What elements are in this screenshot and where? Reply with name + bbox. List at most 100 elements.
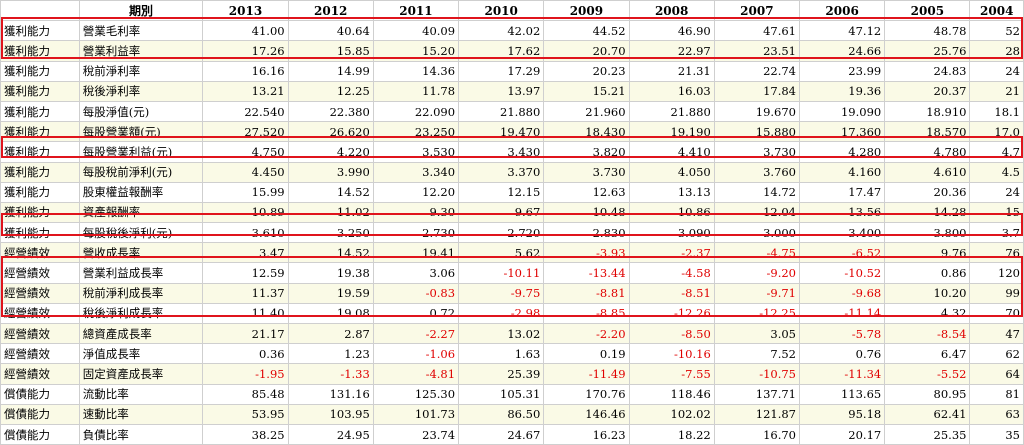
year-header: 2011 <box>372 0 460 22</box>
value-cell: 13.97 <box>458 80 545 102</box>
value-cell: 3.400 <box>798 222 886 244</box>
value-cell: 22.74 <box>713 60 801 82</box>
year-header: 2012 <box>287 0 374 22</box>
value-cell: 15.99 <box>202 181 289 203</box>
value-cell: -8.50 <box>628 322 715 345</box>
value-cell: 2.720 <box>458 222 545 244</box>
value-cell: 11.40 <box>202 302 289 325</box>
row-category: 經營績效 <box>0 282 80 304</box>
value-cell: 3.820 <box>543 141 630 163</box>
value-cell: 0.86 <box>884 262 971 284</box>
value-cell: 0.19 <box>543 343 630 365</box>
value-cell: -8.81 <box>543 282 630 304</box>
table-row: 經營績效 營業利益成長率 12.59 19.38 3.06 -10.11 -13.44 -4.… <box>0 262 1024 284</box>
table-row: 獲利能力 每股稅前淨利(元) 4.450 3.990 3.340 3.370 3.730 4.… <box>0 161 1024 183</box>
value-cell: 63 <box>969 403 1024 425</box>
row-category: 獲利能力 <box>0 100 80 123</box>
value-cell: 17.26 <box>202 40 289 62</box>
value-cell: 22.97 <box>628 40 715 62</box>
value-cell: 4.5 <box>969 161 1024 183</box>
row-category: 獲利能力 <box>0 80 80 102</box>
value-cell: -11.34 <box>798 363 886 385</box>
row-metric-name: 稅後淨利率 <box>78 80 204 102</box>
value-cell: 20.23 <box>543 60 630 82</box>
value-cell: 21 <box>969 80 1024 102</box>
value-cell: 24 <box>969 181 1024 203</box>
period-header: 期別 <box>78 0 204 22</box>
row-category: 經營績效 <box>0 302 80 325</box>
value-cell: 101.73 <box>372 403 460 425</box>
year-header: 2007 <box>713 0 801 22</box>
row-category: 經營績效 <box>0 322 80 345</box>
row-category: 獲利能力 <box>0 222 80 244</box>
value-cell: 11.78 <box>372 80 460 102</box>
value-cell: -8.51 <box>628 282 715 304</box>
value-cell: 9.30 <box>372 201 460 224</box>
value-cell: 21.31 <box>628 60 715 82</box>
value-cell: 38.25 <box>202 423 289 445</box>
value-cell: 16.16 <box>202 60 289 82</box>
value-cell: 17.84 <box>713 80 801 102</box>
year-header: 2008 <box>628 0 715 22</box>
value-cell: -13.44 <box>543 262 630 284</box>
value-cell: 80.95 <box>884 383 971 405</box>
row-category: 經營績效 <box>0 343 80 365</box>
value-cell: -9.68 <box>798 282 886 304</box>
value-cell: 13.21 <box>202 80 289 102</box>
value-cell: 15.85 <box>287 40 374 62</box>
value-cell: 125.30 <box>372 383 460 405</box>
value-cell: 14.36 <box>372 60 460 82</box>
row-metric-name: 總資產成長率 <box>78 322 204 345</box>
value-cell: -10.52 <box>798 262 886 284</box>
value-cell: 1.63 <box>458 343 545 365</box>
value-cell: 18.910 <box>884 100 971 123</box>
table-row: 經營績效 稅後淨利成長率 11.40 19.08 0.72 -2.98 -8.85 -12.2… <box>0 302 1024 325</box>
value-cell: 53.95 <box>202 403 289 425</box>
row-metric-name: 固定資產成長率 <box>78 363 204 385</box>
year-header: 2009 <box>543 0 630 22</box>
value-cell: -2.20 <box>543 322 630 345</box>
year-header: 2010 <box>458 0 545 22</box>
value-cell: 28 <box>969 40 1024 62</box>
value-cell: 3.47 <box>202 242 289 264</box>
value-cell: 19.41 <box>372 242 460 264</box>
value-cell: 47.12 <box>798 20 886 42</box>
value-cell: 4.780 <box>884 141 971 163</box>
value-cell: 95.18 <box>798 403 886 425</box>
value-cell: 41.00 <box>202 20 289 42</box>
table-row: 獲利能力 每股營業利益(元) 4.750 4.220 3.530 3.430 3.820 4.… <box>0 141 1024 163</box>
value-cell: 70 <box>969 302 1024 325</box>
table-row: 償債能力 流動比率 85.48 131.16 125.30 105.31 170.76 118… <box>0 383 1024 405</box>
row-category: 獲利能力 <box>0 40 80 62</box>
value-cell: 15.880 <box>713 121 801 143</box>
value-cell: 19.59 <box>287 282 374 304</box>
row-category: 獲利能力 <box>0 60 80 82</box>
value-cell: 4.220 <box>287 141 374 163</box>
value-cell: -1.33 <box>287 363 374 385</box>
value-cell: 62.41 <box>884 403 971 425</box>
value-cell: 44.52 <box>543 20 630 42</box>
row-category: 經營績效 <box>0 363 80 385</box>
value-cell: 3.090 <box>628 222 715 244</box>
value-cell: 26.620 <box>287 121 374 143</box>
value-cell: 4.050 <box>628 161 715 183</box>
table-row: 獲利能力 股東權益報酬率 15.99 14.52 12.20 12.15 12.63 13.1… <box>0 181 1024 203</box>
value-cell: 17.62 <box>458 40 545 62</box>
value-cell: 85.48 <box>202 383 289 405</box>
value-cell: -9.75 <box>458 282 545 304</box>
value-cell: 24.95 <box>287 423 374 445</box>
row-category: 經營績效 <box>0 262 80 284</box>
value-cell: 23.250 <box>372 121 460 143</box>
value-cell: 10.20 <box>884 282 971 304</box>
value-cell: 20.37 <box>884 80 971 102</box>
value-cell: 131.16 <box>287 383 374 405</box>
value-cell: 99 <box>969 282 1024 304</box>
value-cell: -5.78 <box>798 322 886 345</box>
value-cell: 4.450 <box>202 161 289 183</box>
header-blank <box>0 0 80 22</box>
value-cell: 24.67 <box>458 423 545 445</box>
table-row: 獲利能力 營業利益率 17.26 15.85 15.20 17.62 20.70 22.97 2… <box>0 40 1024 62</box>
value-cell: 18.1 <box>969 100 1024 123</box>
value-cell: -2.27 <box>372 322 460 345</box>
